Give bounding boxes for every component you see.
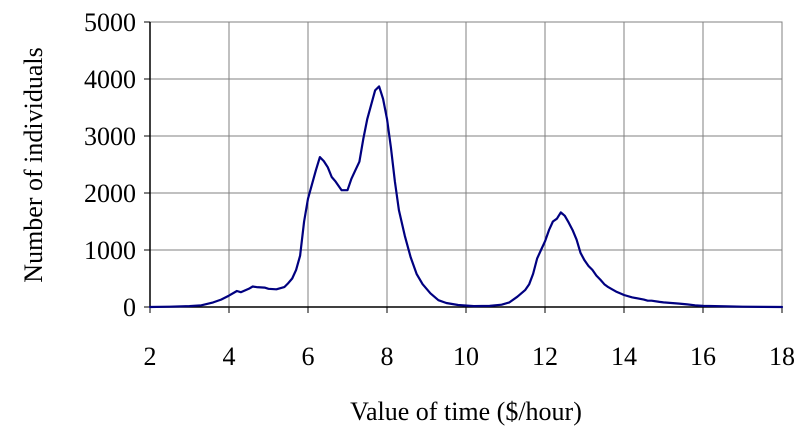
x-tick-label: 16 bbox=[690, 342, 716, 371]
series-layer bbox=[148, 85, 784, 309]
series-line-0 bbox=[148, 85, 784, 309]
y-tick-label: 0 bbox=[123, 293, 136, 322]
x-tick-label: 10 bbox=[453, 342, 479, 371]
y-tick-label: 5000 bbox=[84, 8, 136, 37]
x-tick-label: 4 bbox=[223, 342, 236, 371]
y-tick-label: 4000 bbox=[84, 65, 136, 94]
y-tick-label: 1000 bbox=[84, 236, 136, 265]
x-tick-label: 2 bbox=[144, 342, 157, 371]
x-gridlines bbox=[228, 22, 704, 307]
x-tick-label: 8 bbox=[381, 342, 394, 371]
x-axis: 2 4 6 8 10 12 14 16 18 bbox=[144, 306, 795, 371]
x-axis-title: Value of time ($/hour) bbox=[350, 397, 582, 426]
y-axis: 0 1000 2000 3000 4000 5000 bbox=[84, 8, 151, 322]
x-tick-label: 6 bbox=[302, 342, 315, 371]
x-tick-label: 12 bbox=[532, 342, 558, 371]
x-tick-label: 18 bbox=[769, 342, 795, 371]
y-gridlines bbox=[150, 78, 782, 251]
y-tick-label: 3000 bbox=[84, 122, 136, 151]
y-axis-title: Number of individuals bbox=[19, 47, 48, 282]
y-tick-label: 2000 bbox=[84, 179, 136, 208]
x-tick-label: 14 bbox=[611, 342, 637, 371]
